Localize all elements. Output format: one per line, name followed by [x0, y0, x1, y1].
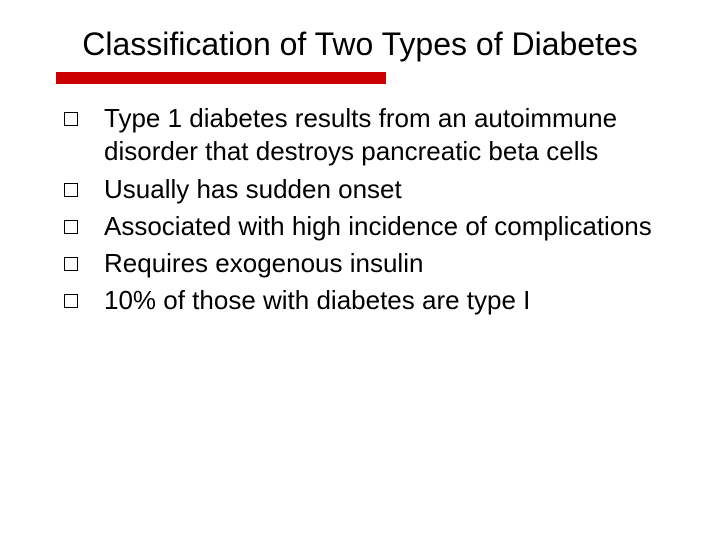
- square-bullet-icon: [64, 257, 78, 271]
- slide: Classification of Two Types of Diabetes …: [0, 0, 720, 540]
- bullet-text: 10% of those with diabetes are type I: [104, 284, 530, 317]
- title-underline: [56, 72, 386, 84]
- bullet-list: Type 1 diabetes results from an autoimmu…: [56, 102, 664, 318]
- square-bullet-icon: [64, 294, 78, 308]
- list-item: 10% of those with diabetes are type I: [64, 284, 664, 317]
- square-bullet-icon: [64, 112, 78, 126]
- bullet-text: Associated with high incidence of compli…: [104, 210, 652, 243]
- slide-title: Classification of Two Types of Diabetes: [56, 24, 664, 64]
- square-bullet-icon: [64, 183, 78, 197]
- list-item: Usually has sudden onset: [64, 173, 664, 206]
- square-bullet-icon: [64, 220, 78, 234]
- bullet-text: Usually has sudden onset: [104, 173, 402, 206]
- bullet-text: Type 1 diabetes results from an autoimmu…: [104, 102, 664, 169]
- bullet-text: Requires exogenous insulin: [104, 247, 423, 280]
- list-item: Requires exogenous insulin: [64, 247, 664, 280]
- list-item: Associated with high incidence of compli…: [64, 210, 664, 243]
- list-item: Type 1 diabetes results from an autoimmu…: [64, 102, 664, 169]
